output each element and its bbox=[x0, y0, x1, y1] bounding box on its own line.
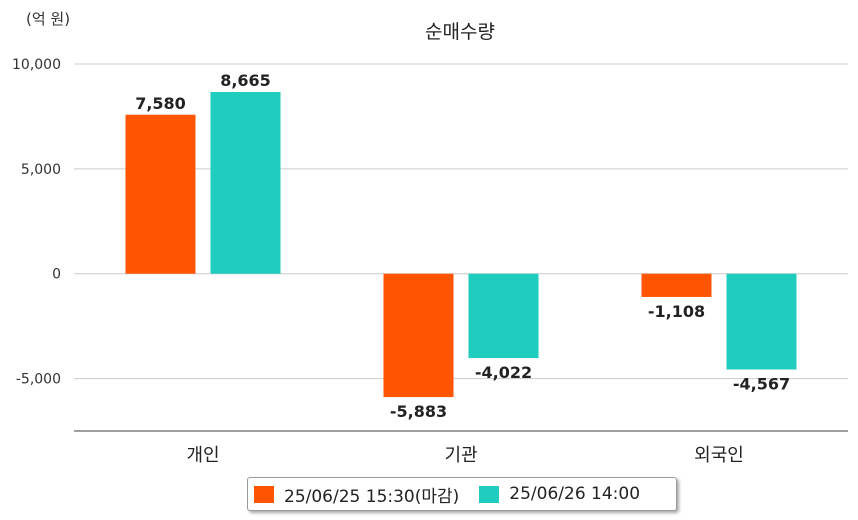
unit-label: (억 원) bbox=[26, 10, 70, 28]
bar[interactable] bbox=[468, 273, 539, 359]
x-axis: 개인 기관 외국인 bbox=[74, 430, 848, 466]
data-label: 8,665 bbox=[220, 71, 271, 90]
bar[interactable] bbox=[641, 273, 712, 297]
grid bbox=[74, 63, 848, 380]
x-tick-label: 기관 bbox=[444, 445, 477, 466]
y-tick-label: 10,000 bbox=[12, 57, 61, 73]
data-label: -4,567 bbox=[733, 374, 790, 393]
x-tick-label: 개인 bbox=[186, 445, 219, 466]
bar[interactable] bbox=[383, 273, 454, 398]
bar[interactable] bbox=[726, 273, 797, 370]
bar[interactable] bbox=[210, 91, 281, 274]
data-label: -4,022 bbox=[475, 363, 532, 382]
y-tick-label: 0 bbox=[52, 267, 61, 283]
data-label: -5,883 bbox=[390, 402, 447, 421]
bars bbox=[125, 91, 797, 398]
chart-title: 순매수량 bbox=[425, 21, 495, 43]
legend-label: 25/06/25 15:30(마감) bbox=[284, 486, 460, 507]
data-label: -1,108 bbox=[648, 302, 705, 321]
data-label: 7,580 bbox=[135, 94, 186, 113]
y-tick-label: 5,000 bbox=[21, 162, 61, 178]
legend: 25/06/25 15:30(마감) 25/06/26 14:00 bbox=[247, 477, 677, 511]
legend-item-series-1[interactable]: 25/06/25 15:30(마감) bbox=[254, 482, 459, 507]
legend-item-series-2[interactable]: 25/06/26 14:00 bbox=[479, 484, 640, 504]
y-tick-label: -5,000 bbox=[16, 372, 61, 388]
x-tick-label: 외국인 bbox=[694, 445, 744, 466]
data-labels: 7,580 8,665 -5,883 -4,022 -1,108 -4,567 bbox=[135, 71, 790, 421]
y-axis: 10,000 5,000 0 -5,000 bbox=[12, 57, 61, 388]
legend-label: 25/06/26 14:00 bbox=[509, 484, 641, 504]
legend-swatch bbox=[479, 485, 500, 503]
legend-swatch bbox=[254, 485, 274, 503]
bar[interactable] bbox=[125, 114, 196, 274]
